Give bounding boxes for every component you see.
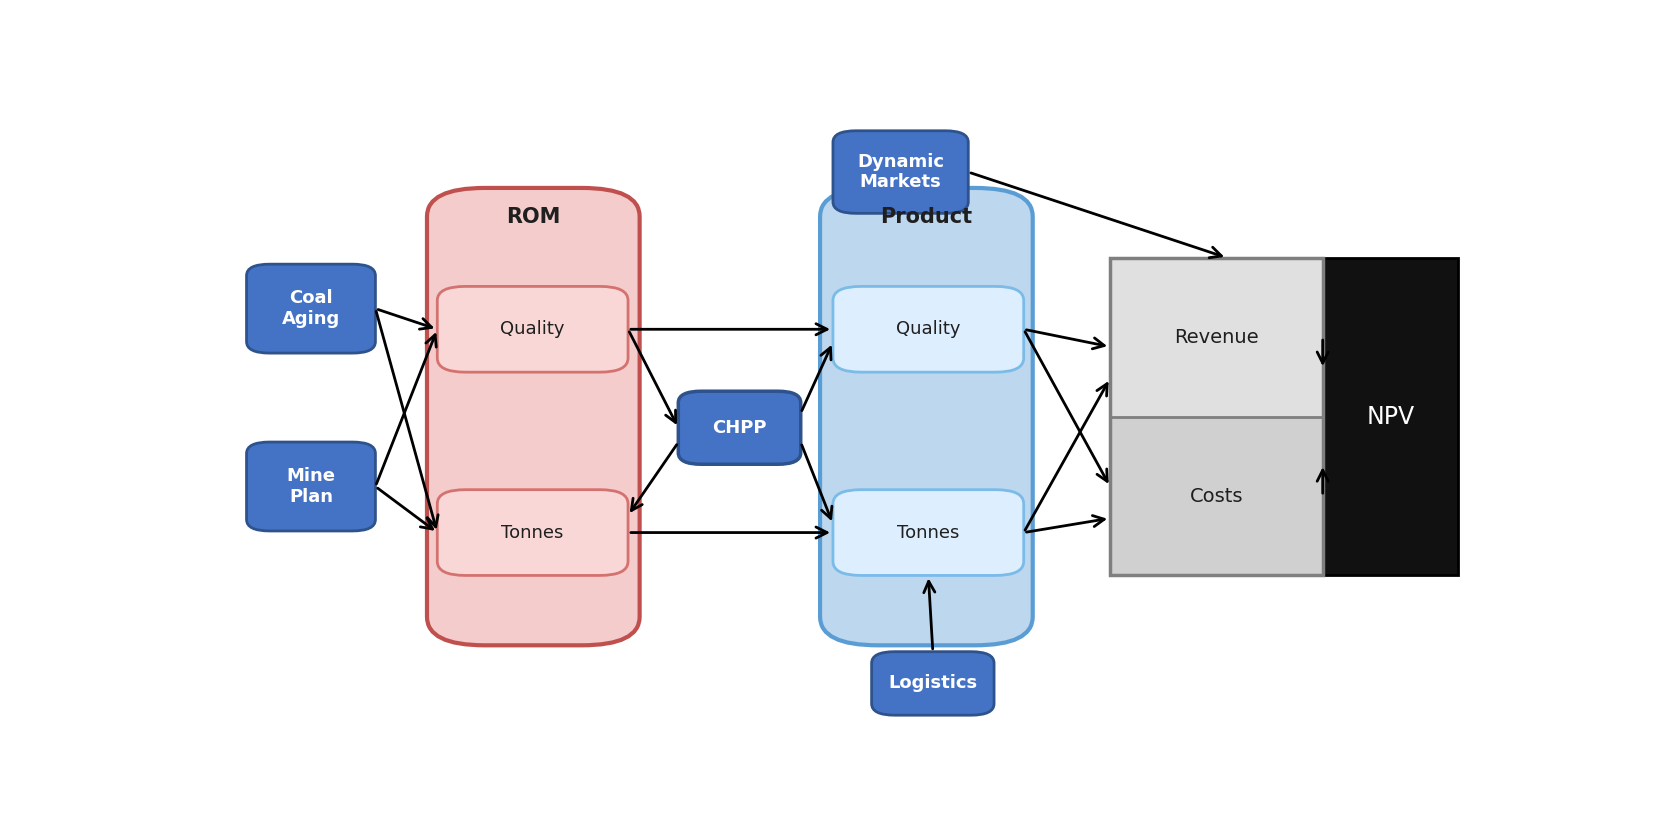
FancyBboxPatch shape bbox=[871, 652, 994, 715]
FancyBboxPatch shape bbox=[427, 188, 640, 645]
Bar bbox=[1111, 417, 1322, 576]
FancyBboxPatch shape bbox=[679, 391, 802, 464]
Text: Mine
Plan: Mine Plan bbox=[286, 467, 336, 506]
Text: Tonnes: Tonnes bbox=[502, 524, 564, 541]
Text: Quality: Quality bbox=[896, 320, 961, 338]
Text: Tonnes: Tonnes bbox=[896, 524, 960, 541]
FancyBboxPatch shape bbox=[820, 188, 1033, 645]
Bar bbox=[1111, 257, 1322, 576]
FancyBboxPatch shape bbox=[833, 286, 1024, 372]
Text: Quality: Quality bbox=[501, 320, 565, 338]
Text: NPV: NPV bbox=[1367, 404, 1415, 429]
FancyBboxPatch shape bbox=[437, 286, 629, 372]
FancyBboxPatch shape bbox=[833, 131, 968, 214]
Text: Dynamic
Markets: Dynamic Markets bbox=[856, 153, 945, 191]
Bar bbox=[1322, 257, 1458, 576]
Bar bbox=[1111, 257, 1322, 576]
FancyBboxPatch shape bbox=[437, 490, 629, 576]
FancyBboxPatch shape bbox=[833, 490, 1024, 576]
Bar bbox=[1111, 257, 1322, 417]
Text: ROM: ROM bbox=[506, 207, 560, 227]
Text: Coal
Aging: Coal Aging bbox=[281, 290, 341, 328]
Text: Costs: Costs bbox=[1189, 487, 1244, 506]
Text: Revenue: Revenue bbox=[1174, 328, 1259, 346]
FancyBboxPatch shape bbox=[246, 442, 376, 531]
FancyBboxPatch shape bbox=[246, 264, 376, 353]
Text: CHPP: CHPP bbox=[712, 419, 767, 436]
Text: Product: Product bbox=[880, 207, 973, 227]
Text: Logistics: Logistics bbox=[888, 674, 978, 692]
